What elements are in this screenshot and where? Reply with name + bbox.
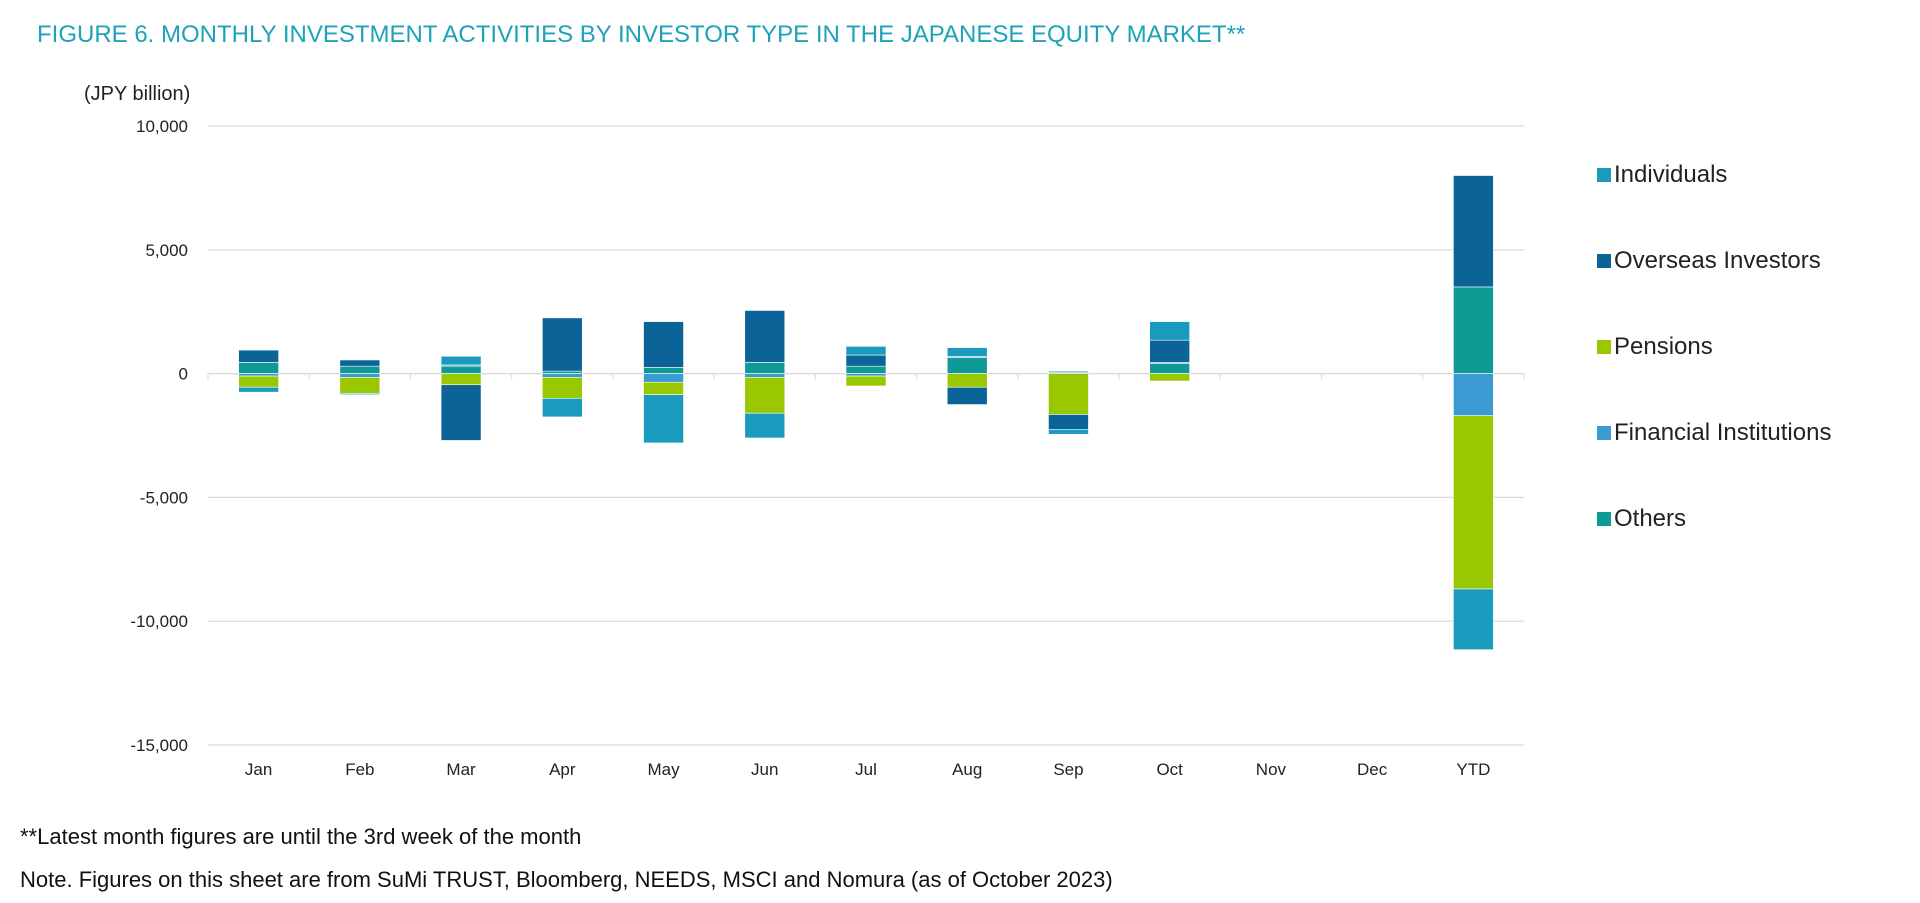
bar-pensions-jun xyxy=(744,377,786,414)
bar-individuals-jan xyxy=(238,386,279,393)
bar-overseas-investors-ytd xyxy=(1453,175,1494,288)
legend-swatch xyxy=(1597,168,1611,182)
bar-overseas-investors-oct xyxy=(1149,339,1190,363)
bar-others-jan xyxy=(238,362,279,374)
legend: Individuals Overseas Investors Pensions Fin… xyxy=(1597,161,1831,532)
bar-individuals-apr xyxy=(542,398,583,418)
bar-overseas-investors-jan xyxy=(238,349,279,363)
bar-financial-institutions-jan xyxy=(238,373,279,377)
bar-overseas-investors-feb xyxy=(339,359,381,367)
x-tick-label: May xyxy=(647,760,680,779)
bar-others-ytd xyxy=(1453,286,1494,374)
bar-pensions-feb xyxy=(339,377,381,394)
y-axis-ticks: 10,000 5,000 0 -5,000 -10,000 -15,000 xyxy=(130,117,188,755)
bar-individuals-ytd xyxy=(1453,588,1494,650)
legend-swatch xyxy=(1597,512,1611,526)
bar-others-oct xyxy=(1149,363,1190,374)
footnote-1: **Latest month figures are until the 3rd… xyxy=(20,824,581,849)
bar-overseas-investors-jun xyxy=(744,310,786,363)
legend-item: Overseas Investors xyxy=(1597,247,1821,274)
y-tick-label: 5,000 xyxy=(145,241,188,260)
bar-others-mar xyxy=(440,365,482,374)
bar-others-may xyxy=(643,367,684,374)
legend-label: Overseas Investors xyxy=(1614,247,1821,274)
bar-overseas-investors-apr xyxy=(542,317,583,372)
legend-item: Financial Institutions xyxy=(1597,419,1831,446)
bar-financial-institutions-sep xyxy=(1048,370,1089,373)
bar-financial-institutions-jul xyxy=(845,373,887,377)
x-tick-label: Aug xyxy=(952,760,982,779)
bar-overseas-investors-aug xyxy=(946,386,988,405)
x-tick-label: Jan xyxy=(245,760,272,779)
bars xyxy=(238,175,1494,650)
y-tick-label: -5,000 xyxy=(140,488,188,507)
bar-financial-institutions-jun xyxy=(744,373,786,378)
x-axis-ticks: Jan Feb Mar Apr May Jun Jul Aug Sep Oct Nov Dec YTD xyxy=(245,760,1490,779)
bar-pensions-mar xyxy=(440,373,482,386)
bar-pensions-apr xyxy=(542,377,583,399)
bar-overseas-investors-jul xyxy=(845,354,887,367)
bar-overseas-investors-may xyxy=(643,321,684,368)
bar-others-jun xyxy=(744,362,786,374)
x-tick-label: Jul xyxy=(855,760,877,779)
legend-swatch xyxy=(1597,254,1611,268)
bar-pensions-jan xyxy=(238,375,279,388)
bar-individuals-mar xyxy=(440,355,482,366)
x-tick-label: Mar xyxy=(446,760,476,779)
legend-swatch xyxy=(1597,426,1611,440)
bar-others-apr xyxy=(542,370,583,374)
bar-pensions-sep xyxy=(1048,373,1089,415)
bar-individuals-jun xyxy=(744,412,786,439)
legend-item: Pensions xyxy=(1597,333,1713,360)
legend-label: Financial Institutions xyxy=(1614,419,1831,446)
legend-label: Pensions xyxy=(1614,333,1713,360)
bar-individuals-aug xyxy=(946,347,988,357)
y-axis-label: (JPY billion) xyxy=(84,83,190,105)
bar-financial-institutions-apr xyxy=(542,373,583,378)
x-tick-label: Jun xyxy=(751,760,778,779)
bar-others-jul xyxy=(845,365,887,374)
bar-pensions-aug xyxy=(946,373,988,388)
legend-item: Individuals xyxy=(1597,161,1727,188)
footnote-2: Note. Figures on this sheet are from SuM… xyxy=(20,867,1113,892)
bar-pensions-ytd xyxy=(1453,415,1494,590)
y-tick-label: 10,000 xyxy=(136,117,188,136)
y-tick-label: -10,000 xyxy=(130,612,188,631)
x-tick-label: YTD xyxy=(1456,760,1490,779)
y-tick-label: 0 xyxy=(179,365,188,384)
legend-label: Others xyxy=(1614,505,1686,532)
x-tick-label: Apr xyxy=(549,760,576,779)
bar-overseas-investors-mar xyxy=(440,384,482,441)
bar-financial-institutions-ytd xyxy=(1453,373,1494,416)
bar-individuals-feb xyxy=(339,393,381,395)
bar-individuals-jul xyxy=(845,346,887,356)
bar-financial-institutions-may xyxy=(643,373,684,383)
x-tick-label: Sep xyxy=(1053,760,1083,779)
legend-swatch xyxy=(1597,340,1611,354)
x-tick-label: Feb xyxy=(345,760,374,779)
legend-label: Individuals xyxy=(1614,161,1727,188)
bar-others-feb xyxy=(339,365,381,374)
bar-individuals-oct xyxy=(1149,321,1190,341)
x-tick-label: Dec xyxy=(1357,760,1388,779)
bar-others-aug xyxy=(946,357,988,374)
bar-financial-institutions-feb xyxy=(339,373,381,378)
chart-title: FIGURE 6. MONTHLY INVESTMENT ACTIVITIES … xyxy=(37,21,1245,48)
x-tick-label: Nov xyxy=(1256,760,1287,779)
gridlines xyxy=(207,125,1525,746)
bar-individuals-may xyxy=(643,394,684,444)
x-tick-label: Oct xyxy=(1156,760,1183,779)
bar-individuals-sep xyxy=(1048,429,1089,435)
bar-pensions-jul xyxy=(845,375,887,387)
bar-overseas-investors-sep xyxy=(1048,414,1089,430)
y-tick-label: -15,000 xyxy=(130,736,188,755)
legend-item: Others xyxy=(1597,505,1686,532)
bar-pensions-oct xyxy=(1149,373,1190,382)
bar-pensions-may xyxy=(643,381,684,395)
